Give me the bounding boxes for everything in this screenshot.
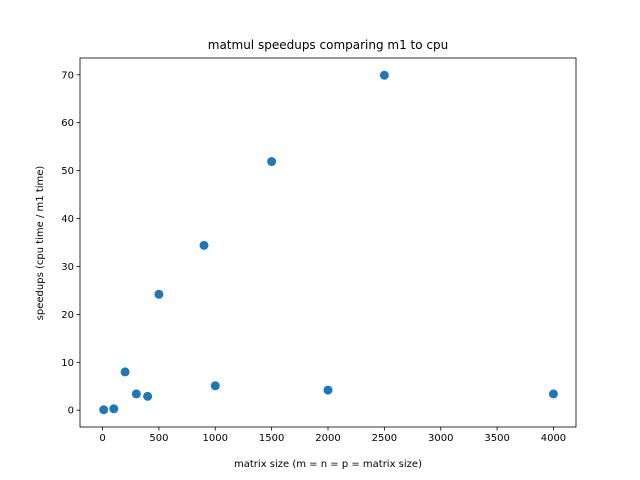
data-point xyxy=(323,385,333,395)
data-point xyxy=(379,70,389,80)
y-tick-label: 50 xyxy=(61,166,74,177)
data-point xyxy=(199,240,209,250)
data-point xyxy=(154,289,164,299)
x-tick-label: 3000 xyxy=(428,433,453,444)
data-point xyxy=(267,157,277,167)
scatter-points xyxy=(99,70,558,415)
x-tick-label: 2500 xyxy=(372,433,397,444)
y-tick-label: 0 xyxy=(68,406,74,417)
y-axis: 0 10 20 30 40 50 60 70 xyxy=(61,70,80,417)
y-tick-label: 30 xyxy=(61,262,74,273)
x-tick-label: 1000 xyxy=(203,433,228,444)
data-point xyxy=(99,405,109,415)
x-tick-label: 2000 xyxy=(315,433,340,444)
data-point xyxy=(109,404,119,414)
y-tick-label: 20 xyxy=(61,310,74,321)
data-point xyxy=(120,367,130,377)
x-tick-label: 0 xyxy=(99,433,105,444)
x-axis-label: matrix size (m = n = p = matrix size) xyxy=(234,459,422,470)
data-point xyxy=(131,389,141,399)
data-point xyxy=(548,389,558,399)
x-tick-label: 4000 xyxy=(541,433,566,444)
x-tick-label: 500 xyxy=(149,433,168,444)
x-axis: 0 500 1000 1500 2000 2500 3000 3500 4000 xyxy=(99,427,566,444)
x-tick-label: 1500 xyxy=(259,433,284,444)
y-tick-label: 60 xyxy=(61,118,74,129)
y-axis-label: speedups (cpu time / m1 time) xyxy=(35,166,46,321)
x-tick-label: 3500 xyxy=(484,433,509,444)
data-point xyxy=(143,391,153,401)
plot-frame xyxy=(79,57,577,428)
y-tick-label: 40 xyxy=(61,214,74,225)
y-tick-label: 10 xyxy=(61,358,74,369)
data-point xyxy=(210,381,220,391)
y-tick-label: 70 xyxy=(61,70,74,81)
chart-title: matmul speedups comparing m1 to cpu xyxy=(208,38,448,52)
